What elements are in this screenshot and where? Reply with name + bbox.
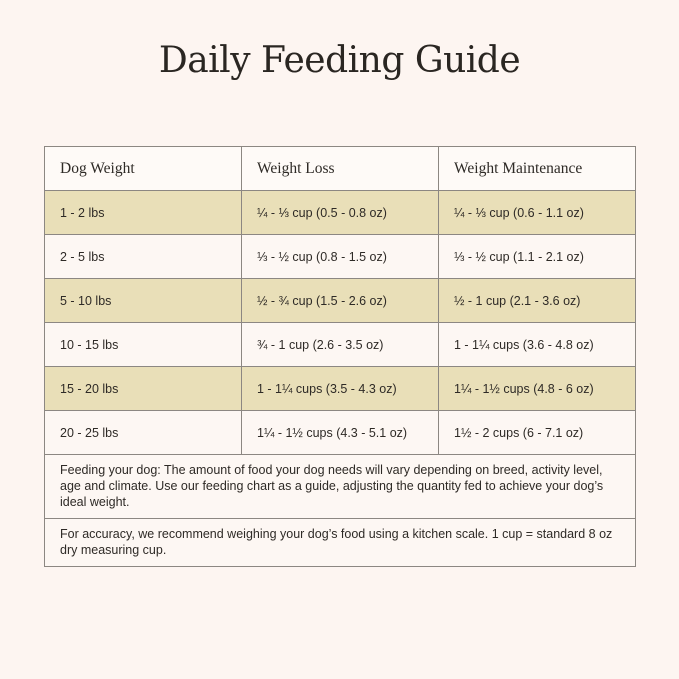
table-row: 15 - 20 lbs 1 - 1¼ cups (3.5 - 4.3 oz) 1¼ … — [44, 366, 636, 411]
cell: ⅓ - ½ cup (0.8 - 1.5 oz) — [241, 234, 439, 279]
cell: 10 - 15 lbs — [44, 322, 242, 367]
cell: ¼ - ⅓ cup (0.6 - 1.1 oz) — [438, 190, 636, 235]
cell: ½ - 1 cup (2.1 - 3.6 oz) — [438, 278, 636, 323]
feeding-note: Feeding your dog: The amount of food you… — [44, 454, 636, 519]
cell: 15 - 20 lbs — [44, 366, 242, 411]
cell: 1 - 1¼ cups (3.5 - 4.3 oz) — [241, 366, 439, 411]
cell: 5 - 10 lbs — [44, 278, 242, 323]
cell: ½ - ¾ cup (1.5 - 2.6 oz) — [241, 278, 439, 323]
feeding-table: Dog Weight Weight Loss Weight Maintenanc… — [44, 146, 636, 567]
cell: 1 - 1¼ cups (3.6 - 4.8 oz) — [438, 322, 636, 367]
table-row: 2 - 5 lbs ⅓ - ½ cup (0.8 - 1.5 oz) ⅓ - ½ c… — [44, 234, 636, 279]
cell: 1¼ - 1½ cups (4.3 - 5.1 oz) — [241, 410, 439, 455]
cell: ⅓ - ½ cup (1.1 - 2.1 oz) — [438, 234, 636, 279]
cell: 1½ - 2 cups (6 - 7.1 oz) — [438, 410, 636, 455]
table-row: 1 - 2 lbs ¼ - ⅓ cup (0.5 - 0.8 oz) ¼ - ⅓ c… — [44, 190, 636, 235]
accuracy-note: For accuracy, we recommend weighing your… — [44, 518, 636, 567]
table-row: 5 - 10 lbs ½ - ¾ cup (1.5 - 2.6 oz) ½ - 1 … — [44, 278, 636, 323]
note-row: Feeding your dog: The amount of food you… — [44, 454, 636, 519]
cell: ¾ - 1 cup (2.6 - 3.5 oz) — [241, 322, 439, 367]
table-header: Dog Weight Weight Loss Weight Maintenanc… — [44, 146, 636, 191]
table-row: 20 - 25 lbs 1¼ - 1½ cups (4.3 - 5.1 oz) 1½… — [44, 410, 636, 455]
page-title: Daily Feeding Guide — [158, 40, 521, 81]
header-weight-maintenance: Weight Maintenance — [438, 146, 636, 191]
cell: 1 - 2 lbs — [44, 190, 242, 235]
cell: 2 - 5 lbs — [44, 234, 242, 279]
note-row: For accuracy, we recommend weighing your… — [44, 518, 636, 567]
header-dog-weight: Dog Weight — [44, 146, 242, 191]
header-weight-loss: Weight Loss — [241, 146, 439, 191]
cell: 1¼ - 1½ cups (4.8 - 6 oz) — [438, 366, 636, 411]
cell: ¼ - ⅓ cup (0.5 - 0.8 oz) — [241, 190, 439, 235]
table-row: 10 - 15 lbs ¾ - 1 cup (2.6 - 3.5 oz) 1 - 1… — [44, 322, 636, 367]
cell: 20 - 25 lbs — [44, 410, 242, 455]
